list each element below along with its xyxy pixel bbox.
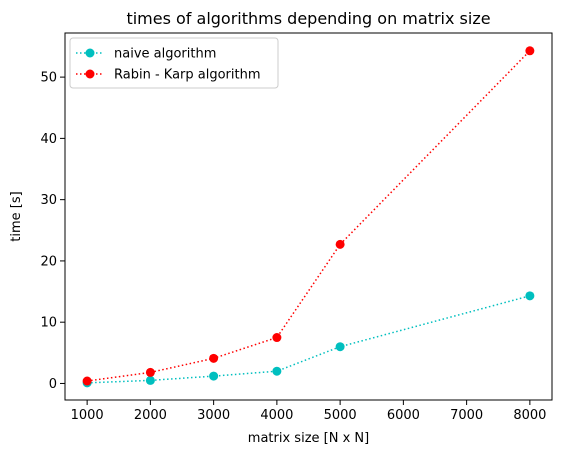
data-point bbox=[525, 291, 535, 301]
data-point bbox=[272, 333, 282, 343]
x-tick-label: 5000 bbox=[324, 408, 357, 423]
x-tick-label: 3000 bbox=[197, 408, 230, 423]
data-point bbox=[335, 239, 345, 249]
y-tick-label: 20 bbox=[40, 254, 57, 269]
y-axis-ticks: 0 10 20 30 40 50 bbox=[40, 71, 65, 392]
data-point bbox=[335, 342, 345, 352]
legend-marker bbox=[85, 69, 95, 79]
x-tick-label: 2000 bbox=[134, 408, 167, 423]
legend-label: Rabin - Karp algorithm bbox=[114, 68, 261, 83]
legend-marker bbox=[85, 48, 95, 58]
data-point bbox=[82, 376, 92, 386]
legend-box bbox=[69, 37, 279, 89]
data-point bbox=[272, 366, 282, 376]
x-tick-label: 6000 bbox=[387, 408, 420, 423]
data-point bbox=[145, 375, 155, 385]
plot-area bbox=[64, 32, 553, 401]
legend-label: naive algorithm bbox=[114, 47, 216, 62]
data-point bbox=[209, 371, 219, 381]
legend-item: Rabin - Karp algorithm bbox=[76, 68, 261, 83]
x-tick-label: 8000 bbox=[513, 408, 546, 423]
data-point bbox=[209, 353, 219, 363]
x-tick-label: 1000 bbox=[71, 408, 104, 423]
y-tick-label: 50 bbox=[40, 71, 57, 86]
series-line bbox=[87, 295, 531, 384]
legend-item: naive algorithm bbox=[76, 47, 216, 62]
data-point bbox=[145, 367, 155, 377]
chart-title: times of algorithms depending on matrix … bbox=[126, 9, 490, 28]
x-tick-label: 7000 bbox=[450, 408, 483, 423]
axes-frame bbox=[64, 32, 553, 401]
series-2 bbox=[82, 46, 535, 386]
y-tick-label: 10 bbox=[40, 316, 57, 331]
x-axis-ticks: 1000 2000 3000 4000 5000 6000 7000 8000 bbox=[71, 400, 546, 423]
data-point bbox=[525, 46, 535, 56]
y-tick-label: 30 bbox=[40, 193, 57, 208]
series-layer bbox=[82, 46, 535, 388]
x-tick-label: 4000 bbox=[260, 408, 293, 423]
legend: naive algorithm Rabin - Karp algorithm bbox=[69, 37, 279, 89]
y-tick-label: 40 bbox=[40, 132, 57, 147]
x-axis-label: matrix size [N x N] bbox=[248, 431, 369, 446]
y-tick-label: 0 bbox=[49, 377, 57, 392]
y-axis-label: time [s] bbox=[9, 191, 24, 241]
series-line bbox=[87, 50, 531, 382]
